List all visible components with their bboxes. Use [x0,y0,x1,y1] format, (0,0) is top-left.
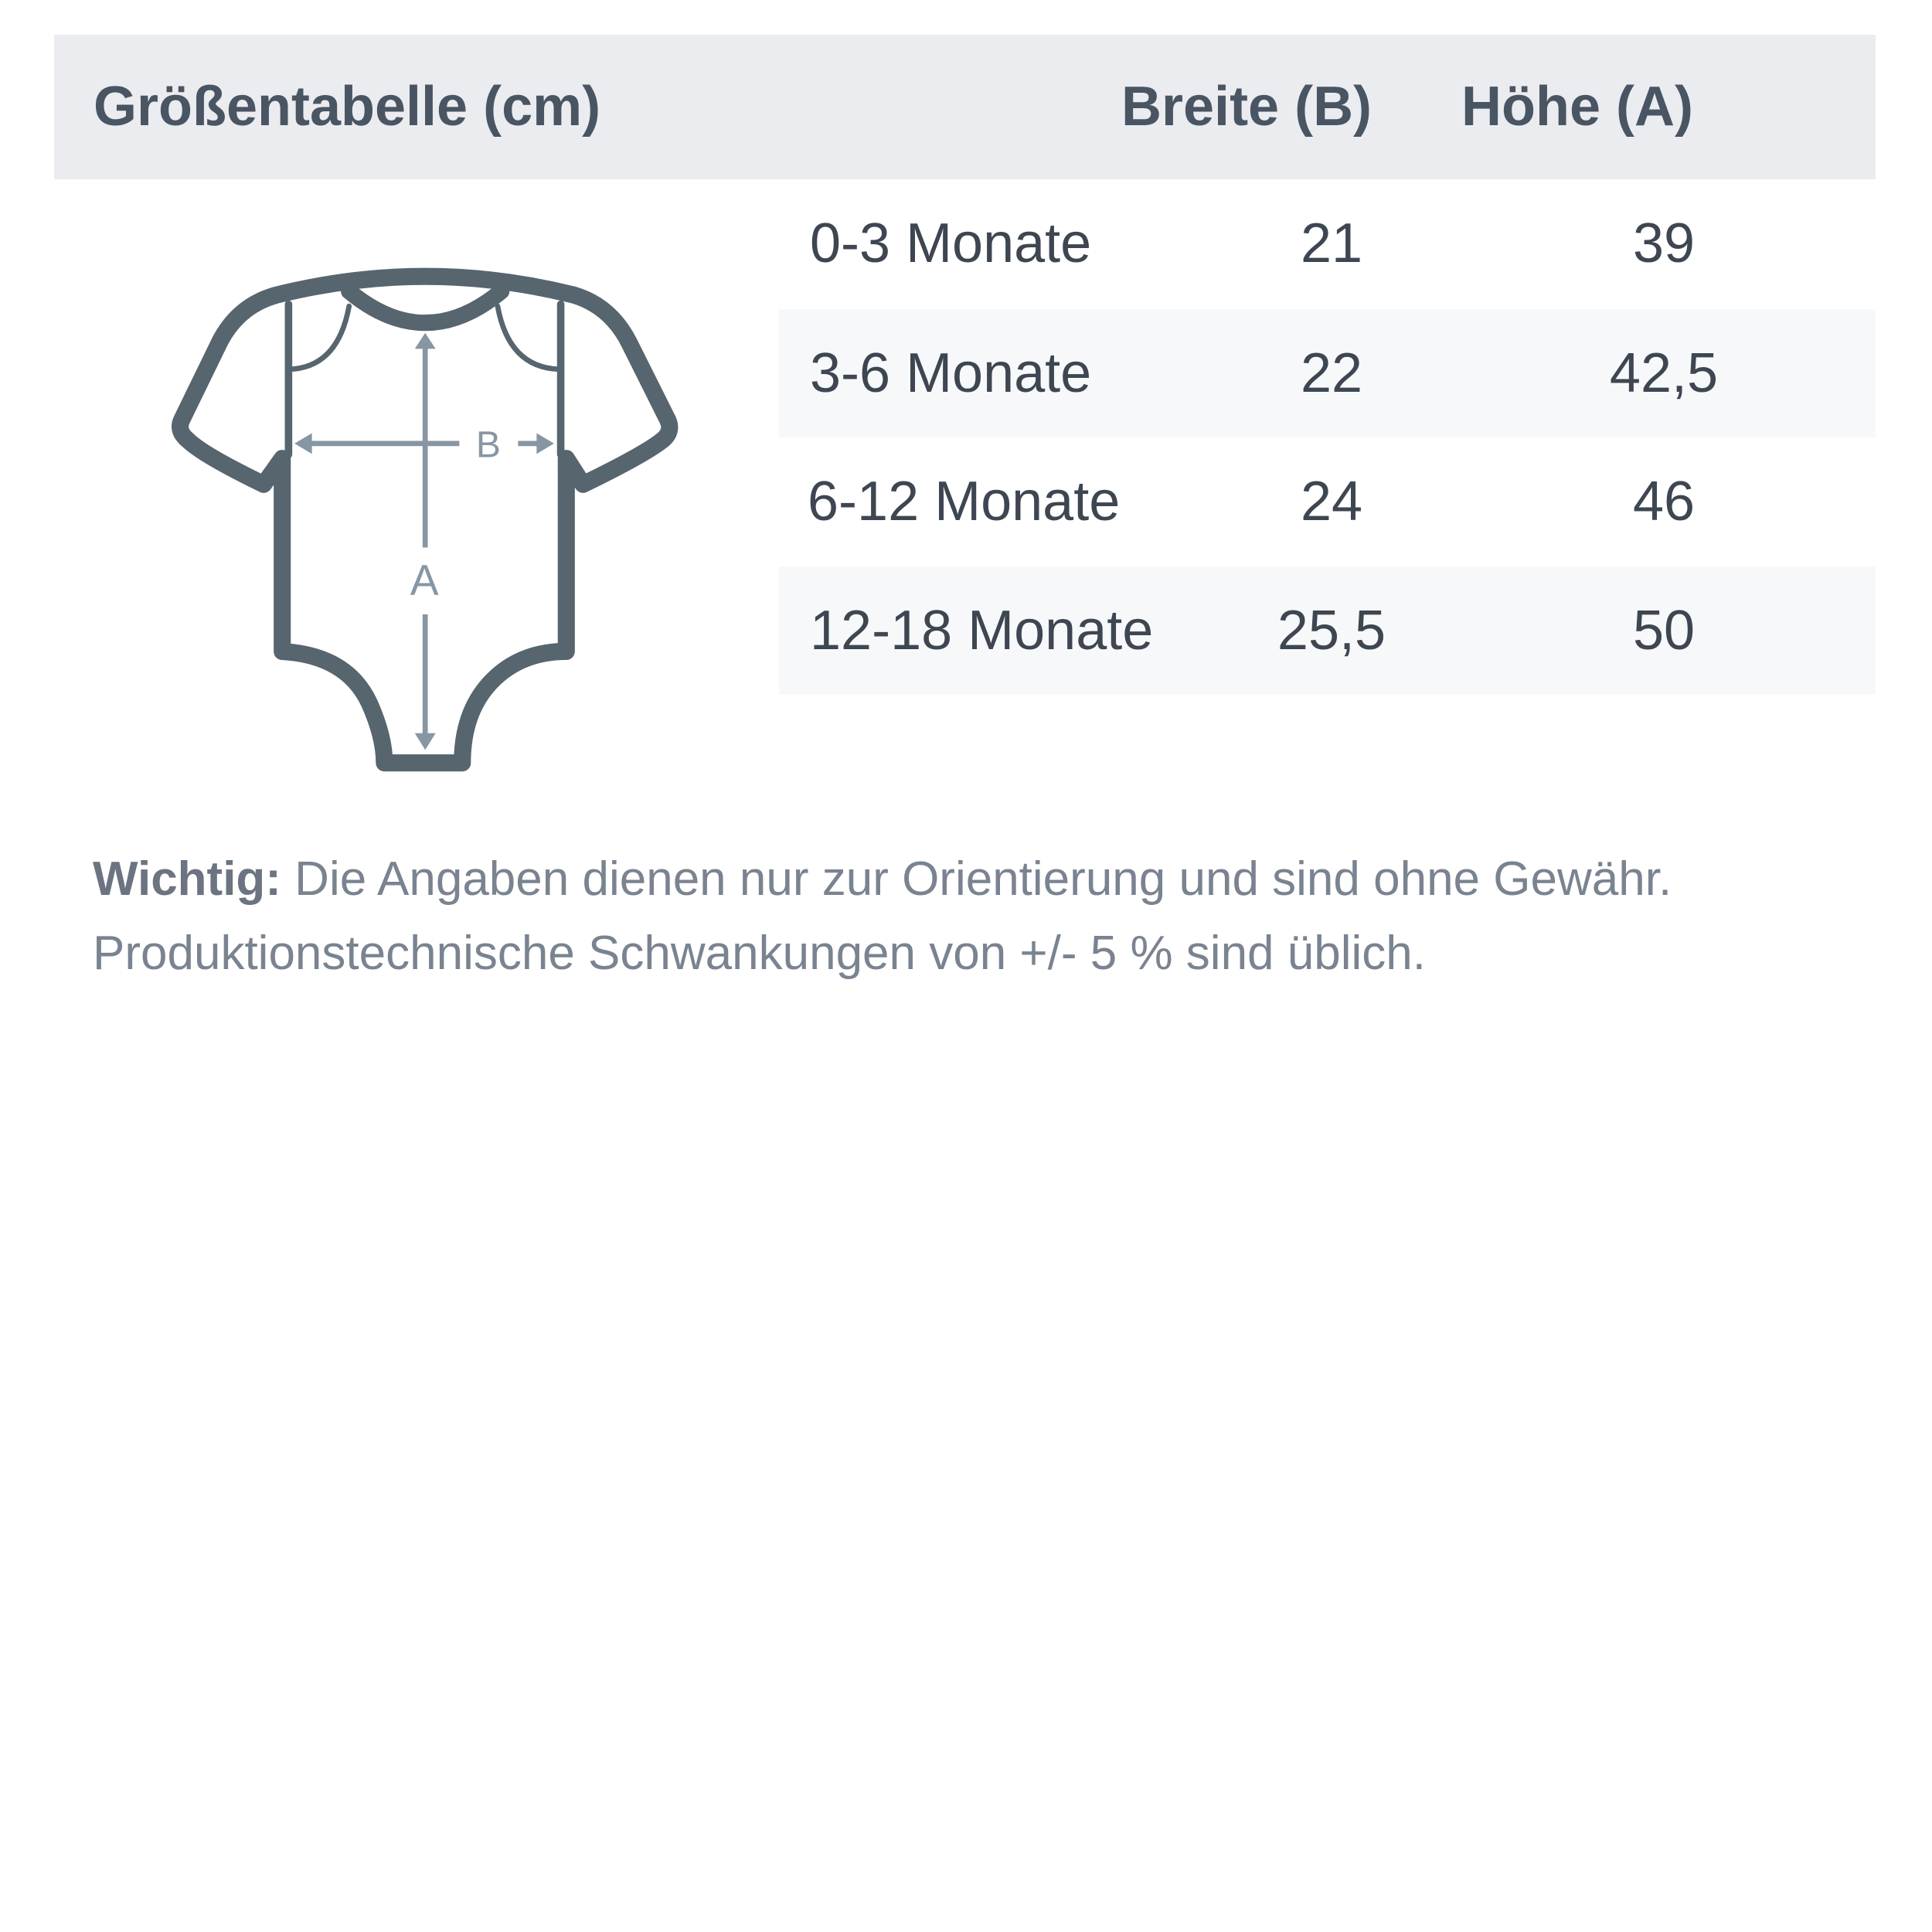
height-value: 42,5 [1609,342,1719,404]
table-row: 3-6 Monate 22 42,5 [779,309,1876,437]
bodysuit-outline [172,267,679,772]
bodysuit-measurement-illustration: B A [172,267,679,772]
disclaimer-note: Wichtig: Die Angaben dienen nur zur Orie… [93,842,1870,991]
table-header: Größentabelle (cm) Breite (B) Höhe (A) [54,35,1876,179]
size-label: 3-6 Monate [810,342,1092,404]
size-label: 0-3 Monate [810,213,1092,274]
measurement-arrows [294,332,554,750]
size-label: 12-18 Monate [810,600,1154,662]
table-row: 6-12 Monate 24 46 [779,437,1876,566]
width-value: 22 [1300,342,1363,404]
column-header-width: Breite (B) [1121,76,1372,138]
height-value: 39 [1632,213,1696,274]
size-label: 6-12 Monate [808,471,1121,532]
height-value: 50 [1632,600,1696,662]
column-header-height: Höhe (A) [1461,76,1693,138]
table-row: 12-18 Monate 25,5 50 [779,566,1876,695]
note-label: Wichtig: [93,852,281,906]
size-chart-title: Größentabelle (cm) [94,76,601,138]
width-value: 25,5 [1277,600,1386,662]
width-value: 24 [1300,471,1363,532]
height-label-a: A [410,556,439,604]
height-value: 46 [1632,471,1696,532]
width-value: 21 [1300,213,1363,274]
width-label-b: B [476,425,501,466]
table-row: 0-3 Monate 21 39 [779,179,1876,308]
note-text: Die Angaben dienen nur zur Orientierung … [93,852,1672,980]
